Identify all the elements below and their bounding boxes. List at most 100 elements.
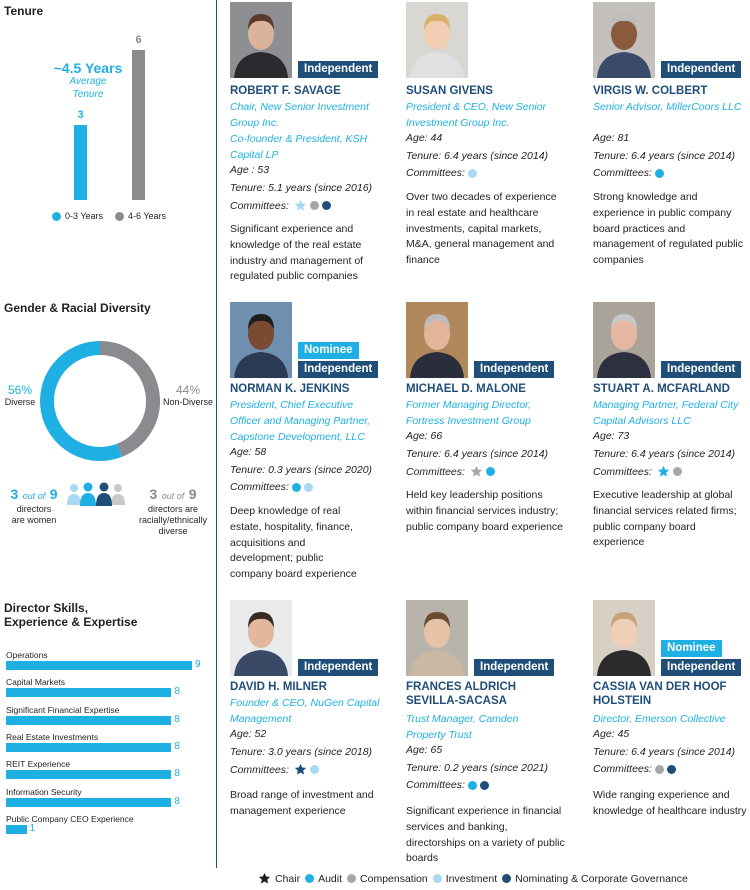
skills-title-2: Experience & Expertise — [4, 615, 138, 630]
skill-label-0: Operations — [6, 650, 48, 660]
director-photo — [230, 302, 292, 378]
director-committees: Committees: — [230, 763, 319, 776]
nondiverse-pct: 44% — [175, 383, 201, 397]
skill-bar-2 — [6, 715, 172, 725]
skill-value-5: 8 — [174, 795, 180, 807]
nominating-committee-dot-icon — [321, 201, 331, 210]
director-name: ROBERT F. SAVAGE — [230, 84, 341, 98]
diversity-title: Gender & Racial Diversity — [4, 301, 151, 315]
director-name-line-2: SEVILLA-SACASA — [406, 695, 507, 708]
tenure-bar-1 — [132, 50, 145, 200]
director-card: Nominee Independent CASSIA VAN DER HOOF HOL… — [593, 600, 748, 860]
director-photo-icon — [406, 302, 468, 378]
director-age: Age: 81 — [593, 132, 630, 144]
skill-value-6: 1 — [29, 822, 36, 834]
director-name-line-1: VIRGIS W. COLBERT — [593, 85, 708, 97]
legend-dot-4-6 — [115, 211, 125, 221]
director-role: President, Chief Executive Officer and M… — [230, 399, 371, 443]
director-name-line-1: NORMAN K. JENKINS — [230, 383, 350, 395]
director-name: FRANCES ALDRICH SEVILLA-SACASA — [406, 680, 516, 709]
director-description: Strong knowledge and experience in publi… — [593, 191, 744, 266]
director-name: NORMAN K. JENKINS — [230, 382, 349, 396]
director-card: Independent VIRGIS W. COLBERT Senior Advis… — [593, 2, 748, 266]
director-role: Former Managing Director, Fortress Inves… — [406, 399, 531, 427]
director-tenure: Tenure: 6.4 years (since 2014) — [593, 150, 736, 162]
director-description: Significant experience and knowledge of … — [230, 223, 364, 283]
director-role: Trust Manager, Camden Property Trust — [406, 713, 519, 741]
director-role: President & CEO, New Senior Investment G… — [406, 101, 547, 129]
badge-independent: Independent — [298, 659, 379, 676]
director-tenure: Tenure: 0.2 years (since 2021) — [406, 762, 549, 774]
director-name-line-1: FRANCES ALDRICH — [406, 681, 517, 693]
nominating-dot-icon — [502, 874, 512, 883]
director-age: Age: 45 — [593, 728, 630, 740]
director-photo — [230, 600, 292, 676]
director-role-2: Co-founder & President, KSH Capital LP — [230, 133, 368, 161]
racial-text-1: directors are — [147, 504, 199, 514]
skill-label-5: Information Security — [6, 786, 82, 797]
skill-label-3: Real Estate Investments — [6, 731, 99, 742]
director-name: MICHAEL D. MALONE — [406, 382, 526, 396]
director-committees: Committees: — [230, 481, 313, 493]
tenure-bar-value-1: 6 — [135, 34, 142, 46]
legend-chair-label: Chair — [275, 872, 301, 885]
director-committees: Committees: — [406, 779, 489, 791]
committees-label: Committees: — [230, 763, 289, 776]
star-icon — [258, 872, 271, 884]
badge-independent: Independent — [661, 61, 742, 78]
director-role: Chair, New Senior Investment Group Inc. — [230, 101, 369, 129]
chair-compensation-star-icon — [470, 465, 483, 477]
director-name: DAVID H. MILNER — [230, 680, 327, 694]
badge-nominee: Nominee — [298, 342, 359, 359]
director-tenure: Tenure: 3.0 years (since 2018) — [230, 746, 373, 758]
director-card: Independent FRANCES ALDRICH SEVILLA-SACASA… — [406, 600, 565, 864]
skill-value-0: 9 — [195, 659, 201, 670]
director-tenure: Tenure: 6.4 years (since 2014) — [593, 448, 736, 460]
skill-label-1: Capital Markets — [6, 677, 66, 688]
director-role: Managing Partner, Federal City Capital A… — [593, 399, 739, 427]
diverse-pct: 56% — [7, 383, 33, 397]
skill-value-3: 8 — [174, 740, 180, 752]
director-tenure: Tenure: 6.4 years (since 2014) — [593, 746, 736, 758]
legend-investment-label: Investment — [445, 872, 498, 885]
women-of: out of — [22, 491, 46, 501]
committees-label: Committees: — [230, 481, 289, 493]
compensation-committee-dot-icon — [672, 467, 682, 476]
committees-label: Committees: — [406, 465, 465, 478]
racial-text-2: racially/ethnically — [138, 514, 208, 525]
director-committees: Committees: — [406, 465, 495, 478]
audit-committee-dot-icon — [485, 467, 495, 476]
director-description: Significant experience in financial serv… — [406, 805, 565, 865]
committee-legend: Chair Audit Compensation Investment Nomi… — [258, 872, 688, 885]
badge-nominee: Nominee — [661, 640, 722, 657]
director-description: Deep knowledge of real estate, hospitali… — [230, 505, 357, 580]
director-committees: Committees: — [230, 199, 331, 212]
director-description: Executive leadership at global financial… — [593, 489, 737, 549]
director-photo — [406, 302, 468, 378]
skill-bar-5 — [6, 797, 172, 807]
director-name-line-1: SUSAN GIVENS — [406, 85, 493, 97]
legend-chair: Chair — [258, 872, 300, 885]
diverse-label: 56% Diverse — [0, 383, 40, 407]
committees-label: Committees: — [593, 465, 652, 478]
diversity-donut-chart — [40, 341, 160, 461]
tenure-title: Tenure — [4, 4, 44, 18]
tenure-legend-4-6: 4-6 Years — [128, 211, 167, 221]
tenure-bar-value-0: 3 — [77, 109, 84, 121]
investment-dot-icon — [432, 874, 442, 883]
nominating-committee-dot-icon — [479, 780, 489, 790]
badge-independent: Independent — [661, 659, 742, 676]
women-text-1: directors — [16, 504, 52, 514]
racial-text-3: diverse — [158, 525, 188, 536]
director-tenure: Tenure: 6.4 years (since 2014) — [406, 150, 549, 162]
skills-title-1: Director Skills, — [4, 601, 89, 615]
skill-value-1: 8 — [174, 686, 180, 698]
legend-compensation-label: Compensation — [360, 872, 428, 885]
director-name: VIRGIS W. COLBERT — [593, 84, 707, 98]
committees-label: Committees: — [406, 167, 465, 179]
director-age: Age: 58 — [230, 446, 267, 458]
badge-independent: Independent — [474, 361, 555, 378]
skill-value-4: 8 — [174, 768, 180, 780]
chair-audit-star-icon — [657, 465, 670, 477]
